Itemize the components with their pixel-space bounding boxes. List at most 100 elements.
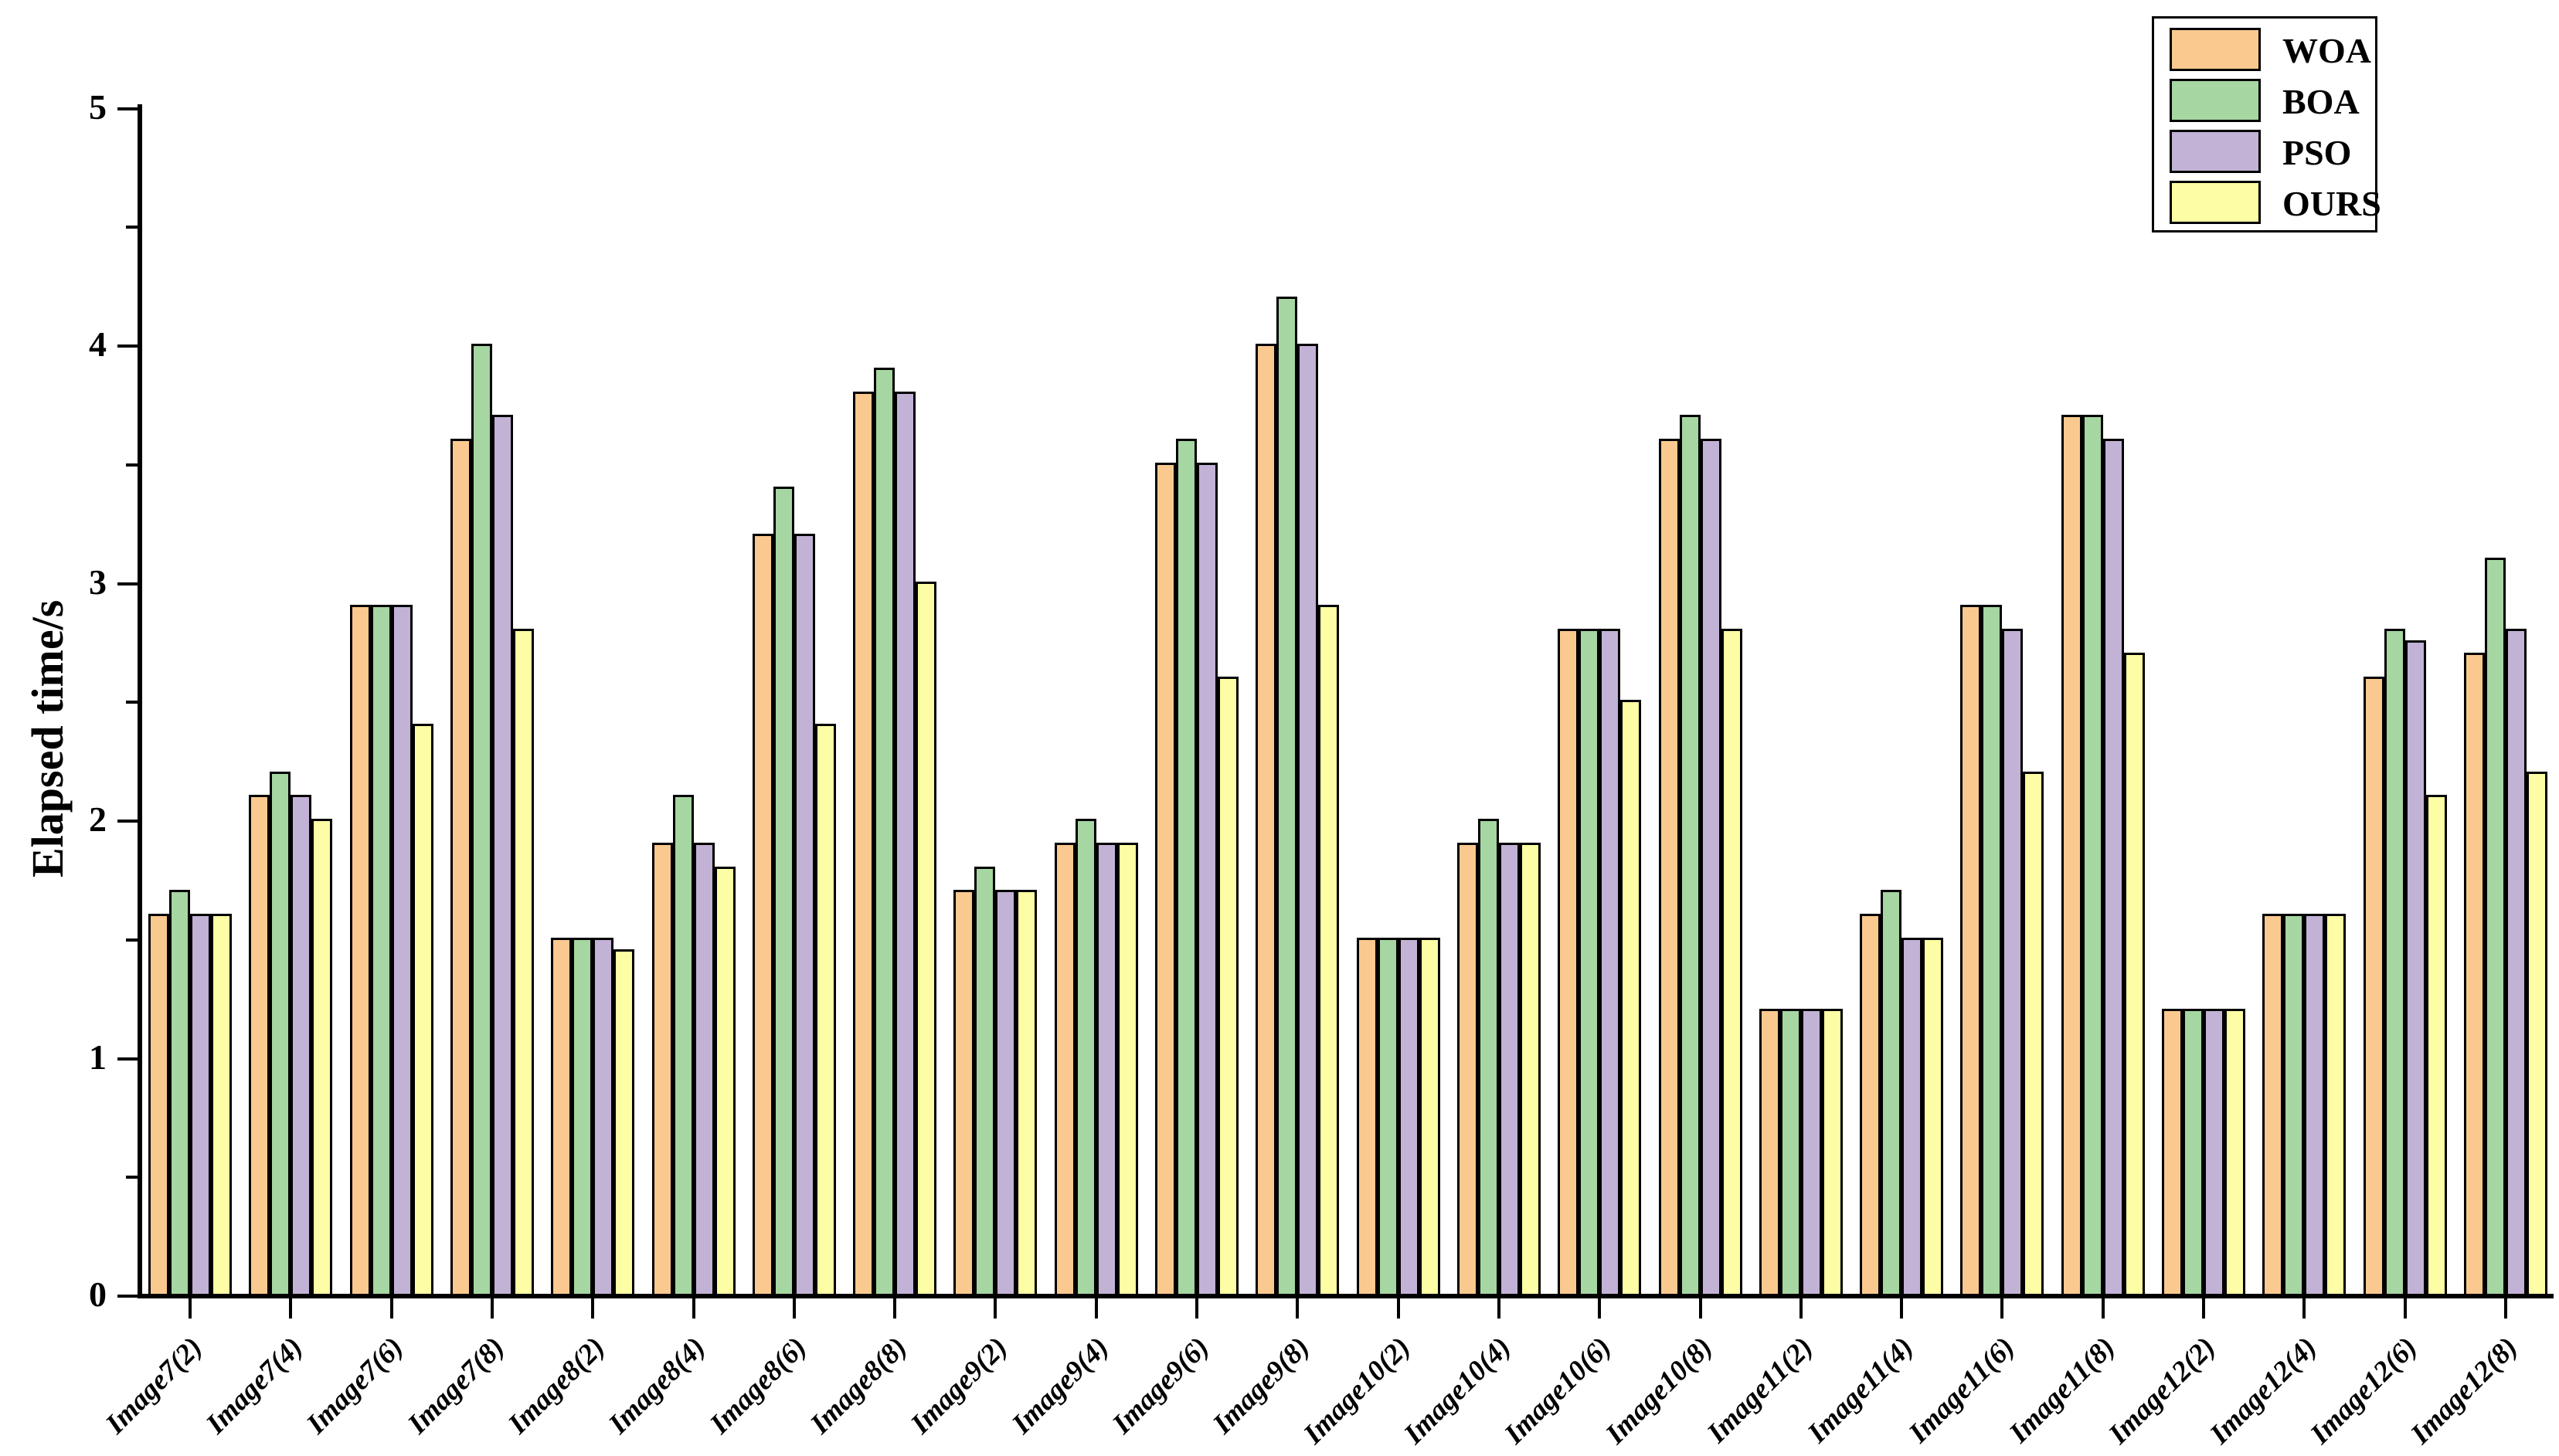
bar-woa: [148, 914, 170, 1296]
bar-woa: [1456, 842, 1478, 1296]
legend-swatch-ours: [2170, 181, 2261, 224]
bar-boa: [1276, 296, 1298, 1296]
bar-woa: [1658, 439, 1680, 1296]
bar-ours: [613, 949, 635, 1296]
bar-woa: [2161, 1009, 2183, 1296]
bar-pso: [1197, 462, 1218, 1296]
bar-woa: [752, 534, 773, 1296]
legend-swatch-woa: [2170, 28, 2261, 71]
x-tick: [2302, 1298, 2306, 1319]
bar-boa: [169, 890, 191, 1296]
x-tick: [1900, 1298, 1904, 1319]
bar-pso: [391, 605, 413, 1296]
bar-woa: [651, 842, 673, 1296]
bar-ours: [1116, 842, 1138, 1296]
bar-ours: [2425, 795, 2447, 1296]
y-major-tick: [117, 344, 138, 348]
bar-pso: [2505, 629, 2527, 1296]
y-tick-label: 5: [89, 87, 107, 127]
bar-woa: [853, 391, 875, 1296]
bar-ours: [2123, 652, 2145, 1296]
bar-ours: [412, 724, 433, 1296]
bar-ours: [1318, 605, 1340, 1296]
x-tick: [2000, 1298, 2004, 1319]
x-category-label: Image11(6): [1902, 1331, 2020, 1450]
x-tick: [189, 1298, 192, 1319]
bar-ours: [714, 866, 736, 1296]
x-tick: [491, 1298, 494, 1319]
legend-item-pso: PSO: [2170, 130, 2377, 173]
bar-ours: [1016, 890, 1038, 1296]
x-category-label: Image9(8): [1207, 1331, 1316, 1441]
bar-pso: [2203, 1009, 2224, 1296]
x-tick: [1094, 1298, 1098, 1319]
x-category-label: Image12(6): [2304, 1331, 2424, 1451]
bar-woa: [551, 937, 573, 1296]
bar-pso: [492, 415, 514, 1296]
x-axis-line: [138, 1294, 2554, 1298]
bar-pso: [190, 914, 212, 1296]
bar-pso: [2304, 914, 2326, 1296]
bar-pso: [693, 842, 715, 1296]
x-category-label: Image12(2): [2102, 1331, 2222, 1451]
bar-ours: [1922, 937, 1944, 1296]
x-tick: [1698, 1298, 1702, 1319]
x-tick: [1396, 1298, 1400, 1319]
bar-boa: [370, 605, 392, 1296]
bar-ours: [814, 724, 836, 1296]
legend-item-woa: WOA: [2170, 28, 2377, 71]
bar-pso: [2404, 640, 2426, 1296]
x-tick: [1799, 1298, 1803, 1319]
x-category-label: Image10(4): [1398, 1331, 1517, 1451]
bar-pso: [1398, 937, 1419, 1296]
x-category-label: Image10(6): [1498, 1331, 1618, 1451]
y-major-tick: [117, 1295, 138, 1298]
bar-ours: [2325, 914, 2347, 1296]
bar-boa: [1981, 605, 2003, 1296]
y-axis-line: [138, 104, 142, 1298]
bar-boa: [2082, 415, 2103, 1296]
bar-woa: [1558, 629, 1579, 1296]
x-tick: [893, 1298, 897, 1319]
bar-woa: [450, 439, 472, 1296]
legend-label: OURS: [2282, 184, 2381, 223]
x-category-label: Image7(8): [401, 1331, 511, 1441]
bar-boa: [974, 866, 996, 1296]
legend-swatch-pso: [2170, 130, 2261, 173]
bar-woa: [2363, 676, 2384, 1296]
x-category-label: Image10(2): [1297, 1331, 1417, 1451]
bar-ours: [2023, 771, 2044, 1296]
y-major-tick: [117, 1057, 138, 1061]
bar-ours: [1218, 676, 1239, 1296]
x-tick: [2101, 1298, 2105, 1319]
bar-boa: [471, 344, 493, 1296]
bar-boa: [572, 937, 593, 1296]
bar-woa: [1759, 1009, 1780, 1296]
x-tick: [2503, 1298, 2507, 1319]
x-tick: [2201, 1298, 2205, 1319]
x-tick: [591, 1298, 595, 1319]
bar-boa: [1377, 937, 1398, 1296]
bar-ours: [2224, 1009, 2245, 1296]
y-major-tick: [117, 582, 138, 585]
bar-boa: [1176, 439, 1198, 1296]
bar-ours: [513, 629, 535, 1296]
bar-woa: [249, 795, 270, 1296]
bar-woa: [1256, 344, 1277, 1296]
bar-pso: [1700, 439, 1721, 1296]
legend-label: BOA: [2282, 82, 2360, 121]
bar-woa: [1960, 605, 1982, 1296]
bar-ours: [1620, 700, 1642, 1296]
y-tick-label: 1: [89, 1037, 107, 1077]
bar-boa: [1881, 890, 1902, 1296]
x-tick: [1195, 1298, 1199, 1319]
bar-pso: [1498, 842, 1520, 1296]
x-category-label: Image12(8): [2404, 1331, 2524, 1451]
y-axis-title: Elapsed time/s: [22, 599, 73, 878]
x-category-label: Image11(2): [1701, 1331, 1820, 1450]
y-minor-tick: [126, 463, 138, 467]
x-category-label: Image9(6): [1106, 1331, 1215, 1441]
bar-pso: [1901, 937, 1923, 1296]
bar-pso: [794, 534, 815, 1296]
